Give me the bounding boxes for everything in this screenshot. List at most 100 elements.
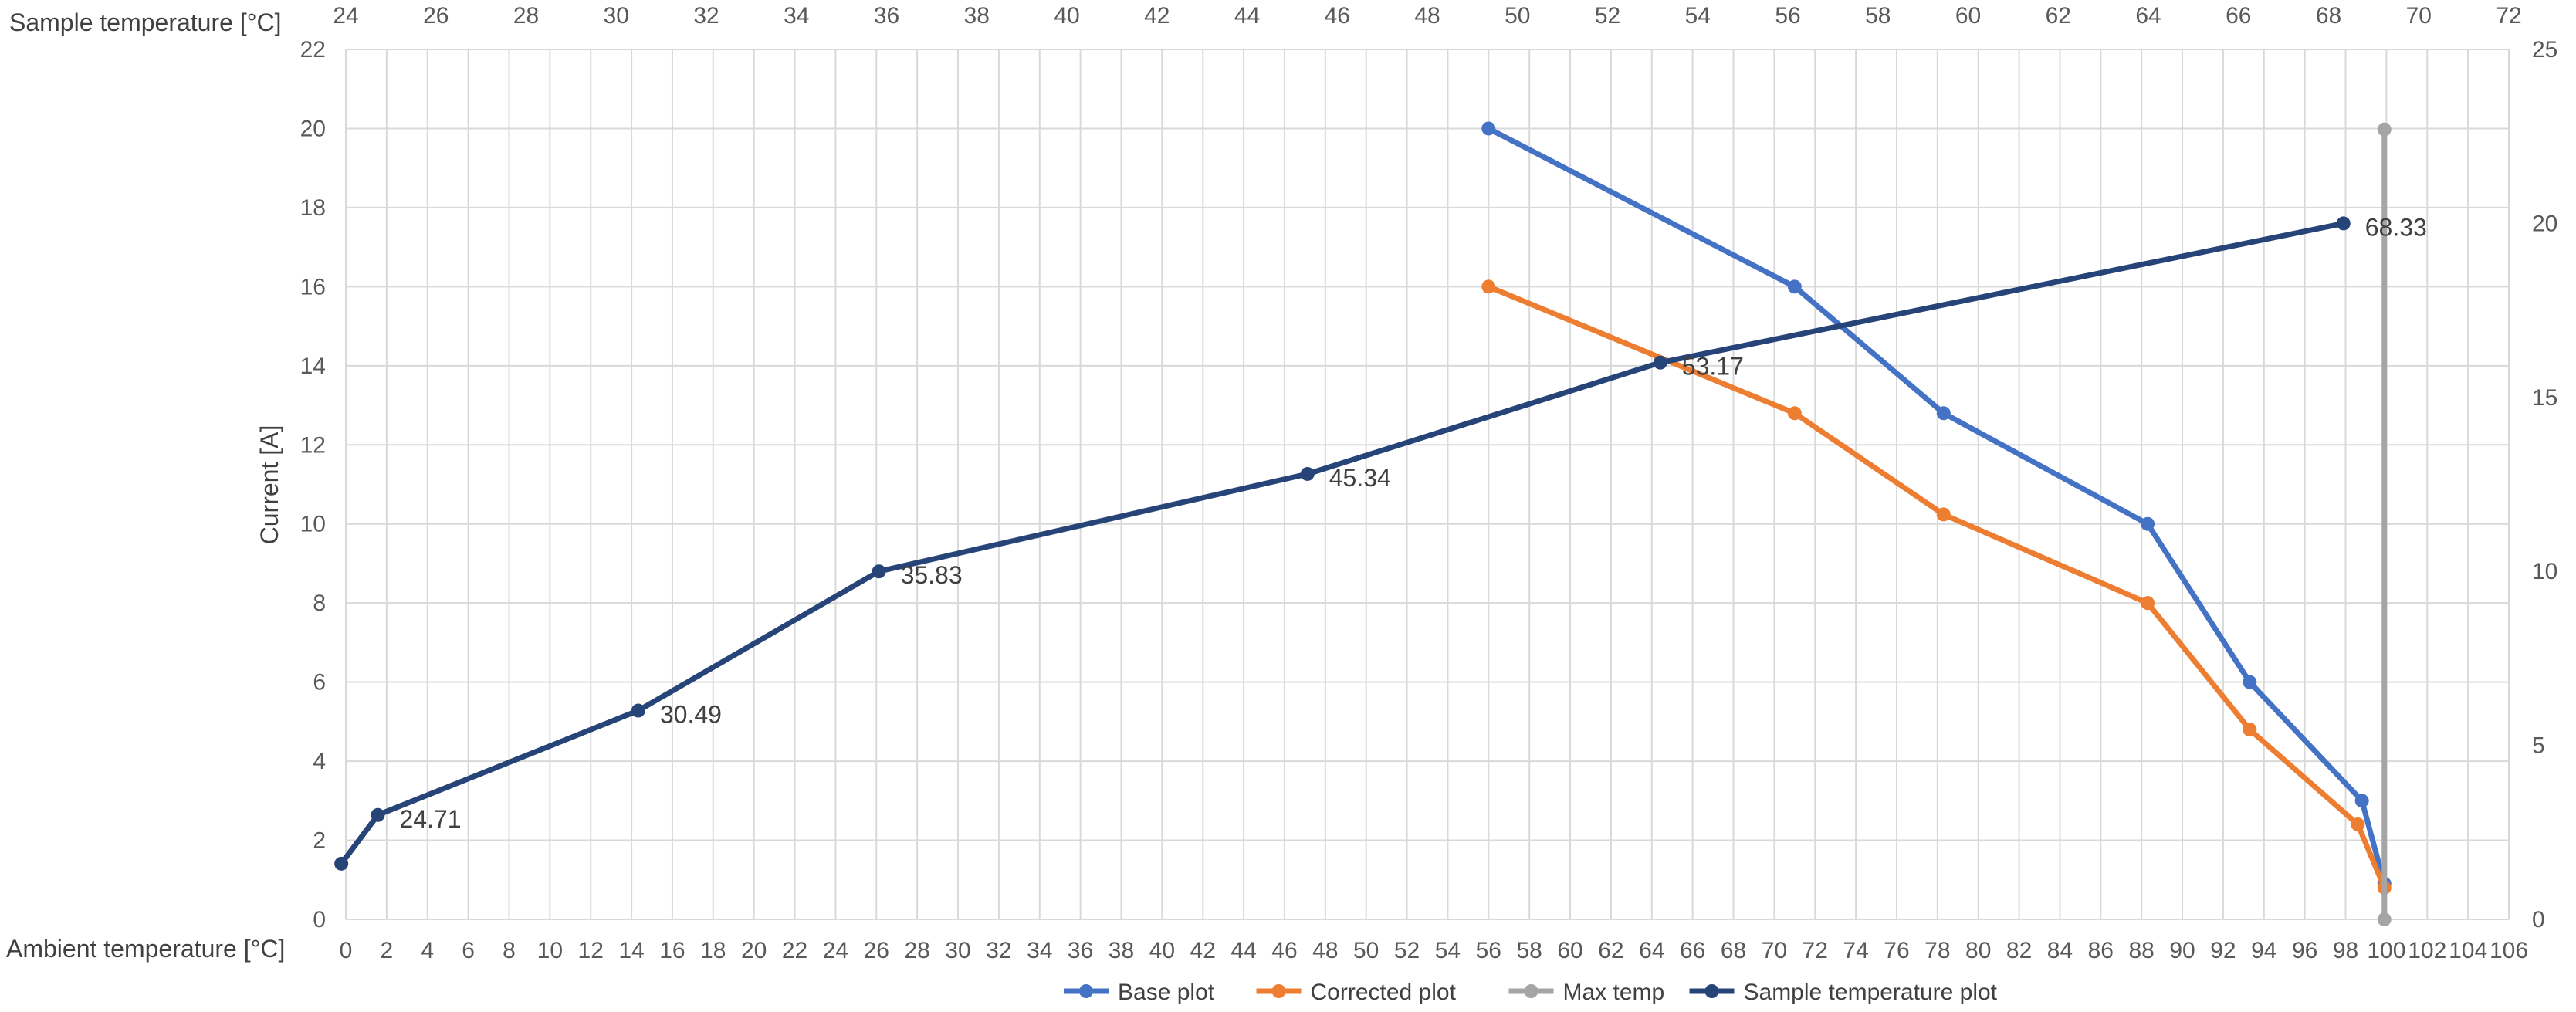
left-tick-label: 8 — [313, 591, 326, 616]
top-tick-label: 50 — [1505, 3, 1530, 29]
base-plot-marker — [1481, 121, 1496, 136]
bottom-tick-label: 48 — [1312, 938, 1338, 963]
legend-marker-max-temp — [1524, 984, 1538, 998]
top-tick-label: 32 — [693, 3, 719, 29]
left-tick-label: 2 — [313, 828, 326, 854]
bottom-tick-label: 88 — [2129, 938, 2155, 963]
top-tick-label: 64 — [2135, 3, 2161, 29]
top-tick-label: 30 — [604, 3, 629, 29]
corrected-plot-marker — [1481, 279, 1496, 294]
bottom-tick-label: 32 — [986, 938, 1011, 963]
base-plot-marker — [1787, 279, 1802, 294]
data-label: 45.34 — [1329, 464, 1391, 492]
bottom-tick-label: 94 — [2251, 938, 2276, 963]
top-tick-label: 68 — [2316, 3, 2341, 29]
data-label: 53.17 — [1682, 353, 1744, 381]
bottom-tick-label: 50 — [1353, 938, 1379, 963]
bottom-tick-label: 60 — [1557, 938, 1582, 963]
sample-temperature-plot-line — [339, 220, 2344, 865]
right-tick-label: 15 — [2532, 385, 2557, 411]
top-tick-label: 42 — [1144, 3, 1170, 29]
bottom-tick-label: 104 — [2449, 938, 2487, 963]
bottom-tick-label: 84 — [2047, 938, 2073, 963]
bottom-tick-label: 78 — [1924, 938, 1950, 963]
top-tick-label: 72 — [2496, 3, 2521, 29]
top-tick-label: 70 — [2406, 3, 2432, 29]
bottom-tick-label: 74 — [1843, 938, 1868, 963]
bottom-tick-label: 26 — [864, 938, 889, 963]
left-axis-title: Current [A] — [256, 425, 283, 545]
base-plot-marker — [2354, 794, 2369, 808]
bottom-tick-label: 52 — [1394, 938, 1420, 963]
corrected-plot-marker — [2243, 723, 2257, 737]
left-tick-label: 14 — [300, 354, 326, 379]
bottom-tick-label: 86 — [2088, 938, 2114, 963]
corrected-plot-marker — [1936, 507, 1951, 522]
sample-temperature-plot-marker — [872, 564, 886, 579]
right-tick-label: 10 — [2532, 559, 2557, 584]
legend-label-max-temp: Max temp — [1563, 980, 1665, 1005]
legend-marker-corrected-plot — [1271, 984, 1286, 998]
bottom-tick-label: 96 — [2292, 938, 2317, 963]
bottom-tick-label: 42 — [1190, 938, 1216, 963]
top-tick-label: 26 — [423, 3, 449, 29]
left-tick-label: 10 — [300, 512, 326, 537]
sample-temperature-plot-marker — [371, 807, 385, 822]
left-tick-label: 16 — [300, 274, 326, 300]
left-tick-label: 12 — [300, 432, 326, 458]
bottom-tick-label: 0 — [340, 938, 353, 963]
top-tick-label: 66 — [2226, 3, 2251, 29]
data-label: 35.83 — [901, 561, 963, 589]
bottom-tick-label: 58 — [1516, 938, 1542, 963]
left-tick-label: 20 — [300, 116, 326, 141]
top-tick-label: 40 — [1054, 3, 1079, 29]
top-tick-label: 36 — [874, 3, 899, 29]
bottom-tick-label: 68 — [1721, 938, 1746, 963]
bottom-tick-label: 18 — [700, 938, 726, 963]
data-labels: 24.71 30.49 35.83 45.34 53.17 68.33 — [399, 213, 2426, 832]
left-tick-label: 22 — [300, 37, 326, 63]
sample-temperature-plot-marker — [1300, 466, 1315, 481]
bottom-tick-label: 92 — [2210, 938, 2236, 963]
top-tick-label: 44 — [1234, 3, 1260, 29]
right-tick-label: 5 — [2532, 733, 2545, 759]
grid — [345, 49, 2510, 920]
bottom-tick-label: 16 — [659, 938, 685, 963]
sample-temperature-plot-marker — [2336, 216, 2351, 231]
top-axis-title: Sample temperature [°C] — [9, 8, 282, 36]
bottom-tick-label: 36 — [1068, 938, 1093, 963]
top-tick-label: 28 — [513, 3, 539, 29]
bottom-tick-label: 70 — [1762, 938, 1787, 963]
bottom-tick-label: 6 — [462, 938, 475, 963]
bottom-tick-label: 4 — [421, 938, 434, 963]
bottom-tick-label: 40 — [1149, 938, 1175, 963]
top-tick-label: 38 — [964, 3, 990, 29]
bottom-tick-label: 12 — [578, 938, 604, 963]
left-tick-label: 0 — [313, 907, 326, 932]
legend-marker-sample-temperature-plot — [1704, 984, 1719, 998]
top-tick-label: 52 — [1595, 3, 1620, 29]
corrected-plot-marker — [1787, 406, 1802, 421]
sample-temperature-plot-marker — [1653, 355, 1667, 370]
legend-label-corrected-plot: Corrected plot — [1311, 980, 1457, 1005]
top-tick-label: 34 — [784, 3, 809, 29]
bottom-tick-label: 76 — [1884, 938, 1909, 963]
bottom-tick-label: 54 — [1435, 938, 1461, 963]
bottom-tick-label: 106 — [2490, 938, 2528, 963]
bottom-tick-label: 14 — [618, 938, 644, 963]
bottom-tick-label: 20 — [741, 938, 767, 963]
bottom-tick-label: 82 — [2006, 938, 2032, 963]
bottom-tick-label: 62 — [1598, 938, 1623, 963]
base-plot-marker — [1936, 406, 1951, 421]
top-tick-label: 56 — [1775, 3, 1800, 29]
bottom-tick-label: 98 — [2333, 938, 2358, 963]
bottom-tick-label: 100 — [2367, 938, 2405, 963]
bottom-tick-label: 102 — [2408, 938, 2446, 963]
sample-temperature-plot-marker — [334, 856, 349, 871]
bottom-tick-label: 30 — [945, 938, 970, 963]
bottom-axis-title: Ambient temperature [°C] — [6, 935, 285, 963]
bottom-tick-label: 38 — [1109, 938, 1134, 963]
bottom-tick-label: 24 — [823, 938, 848, 963]
data-label: 30.49 — [660, 701, 722, 729]
